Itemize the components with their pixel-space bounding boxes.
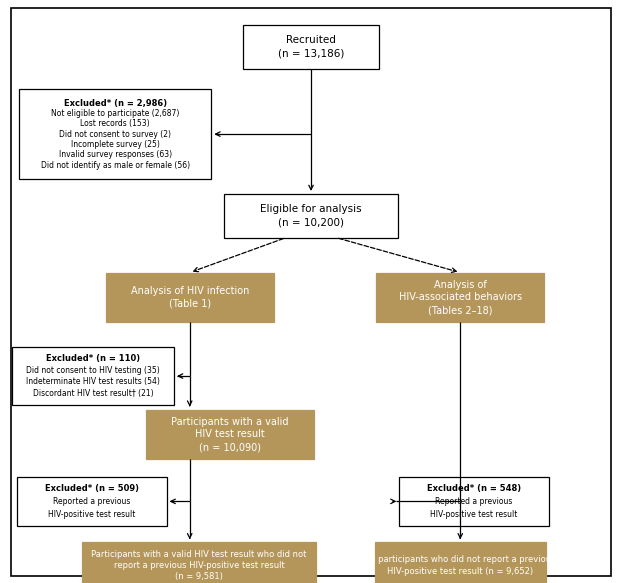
- Text: Reported a previous: Reported a previous: [53, 497, 131, 506]
- Text: Participants with a valid
HIV test result
(n = 10,090): Participants with a valid HIV test resul…: [172, 416, 289, 452]
- Text: Excluded* (n = 548): Excluded* (n = 548): [427, 484, 521, 493]
- Text: Incomplete survey (25): Incomplete survey (25): [71, 140, 159, 149]
- Bar: [12, 347, 174, 405]
- Text: Excluded* (n = 509): Excluded* (n = 509): [45, 484, 139, 493]
- Text: Invalid survey responses (63): Invalid survey responses (63): [58, 150, 172, 159]
- Bar: [243, 24, 379, 68]
- Text: Did not identify as male or female (56): Did not identify as male or female (56): [40, 160, 190, 170]
- Bar: [17, 477, 167, 526]
- Bar: [82, 542, 316, 583]
- Bar: [374, 542, 546, 583]
- Text: Excluded* (n = 2,986): Excluded* (n = 2,986): [63, 99, 167, 108]
- Text: HIV-positive test result: HIV-positive test result: [430, 510, 518, 519]
- Text: Reported a previous: Reported a previous: [435, 497, 513, 506]
- Text: Indeterminate HIV test results (54): Indeterminate HIV test results (54): [26, 377, 160, 387]
- Text: Did not consent to HIV testing (35): Did not consent to HIV testing (35): [26, 366, 160, 375]
- Text: Recruited
(n = 13,186): Recruited (n = 13,186): [278, 35, 344, 58]
- Text: Eligible for analysis
(n = 10,200): Eligible for analysis (n = 10,200): [260, 204, 362, 227]
- Bar: [106, 273, 274, 322]
- Bar: [19, 89, 211, 180]
- Bar: [376, 273, 544, 322]
- Text: HIV-positive test result: HIV-positive test result: [49, 510, 136, 519]
- Text: Lost records (153): Lost records (153): [80, 120, 150, 128]
- Text: Did not consent to survey (2): Did not consent to survey (2): [59, 129, 171, 139]
- Bar: [224, 194, 398, 238]
- Text: Excluded* (n = 110): Excluded* (n = 110): [46, 354, 141, 363]
- Text: Discordant HIV test result† (21): Discordant HIV test result† (21): [33, 389, 154, 398]
- Text: Analysis of HIV infection
(Table 1): Analysis of HIV infection (Table 1): [131, 286, 249, 309]
- Bar: [146, 409, 314, 459]
- Text: Not eligible to participate (2,687): Not eligible to participate (2,687): [51, 109, 179, 118]
- Text: Analysis of
HIV-associated behaviors
(Tables 2–18): Analysis of HIV-associated behaviors (Ta…: [399, 279, 522, 315]
- Text: All participants who did not report a previous
HIV-positive test result (n = 9,6: All participants who did not report a pr…: [365, 555, 555, 576]
- Text: Participants with a valid HIV test result who did not
report a previous HIV-posi: Participants with a valid HIV test resul…: [91, 550, 307, 581]
- Bar: [399, 477, 549, 526]
